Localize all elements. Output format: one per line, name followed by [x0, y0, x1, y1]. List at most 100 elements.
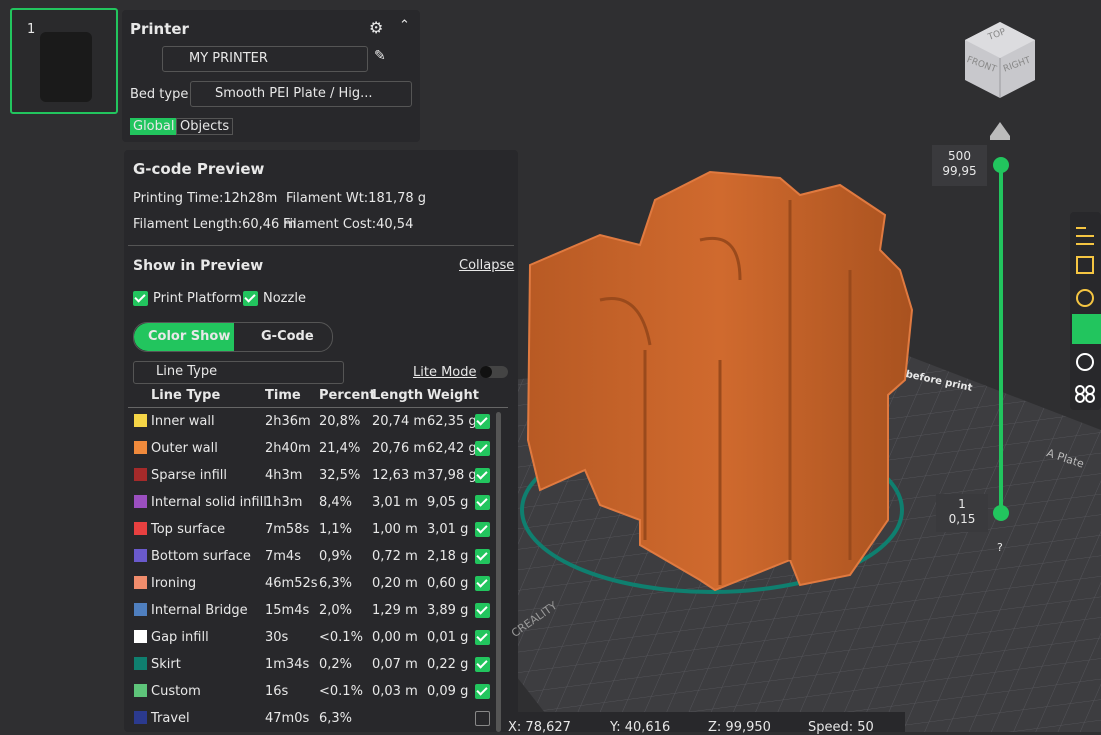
gcode-panel: G-code Preview Printing Time:12h28m Fila…	[124, 150, 518, 732]
checkbox[interactable]	[243, 291, 258, 306]
row-checkbox[interactable]	[475, 522, 490, 537]
row-checkbox[interactable]	[475, 414, 490, 429]
line-type-select[interactable]: Line Type	[133, 361, 344, 384]
gcode-title: G-code Preview	[133, 160, 265, 178]
edit-icon[interactable]: ✎	[374, 48, 386, 64]
row-checkbox[interactable]	[475, 684, 490, 699]
cell-weight: 9,05 g	[427, 495, 469, 510]
cell-weight: 62,42 g	[427, 441, 477, 456]
bottom-height: 0,15	[948, 512, 976, 526]
toolbar-icons[interactable]	[1076, 227, 1094, 307]
slider-bottom-handle[interactable]	[993, 505, 1009, 521]
slider-top-handle[interactable]	[993, 157, 1009, 173]
cell-weight: 0,60 g	[427, 576, 469, 591]
preview-tool-active[interactable]	[1072, 314, 1101, 344]
mode-gcode[interactable]: G-Code	[261, 329, 314, 344]
row-checkbox[interactable]	[475, 603, 490, 618]
right-toolbar	[1070, 212, 1101, 410]
tab-global[interactable]: Global	[130, 118, 178, 135]
row-checkbox[interactable]	[475, 711, 490, 726]
cell-weight: 3,89 g	[427, 603, 469, 618]
table-row: Custom 16s <0.1% 0,03 m 0,09 g	[128, 678, 508, 705]
table-row: Ironing 46m52s 6,3% 0,20 m 0,60 g	[128, 570, 508, 597]
plate-thumbnail[interactable]: 1	[10, 8, 118, 114]
mode-color-show[interactable]: Color Show	[148, 329, 231, 344]
cell-time: 15m4s	[265, 603, 310, 618]
home-button[interactable]	[990, 122, 1010, 140]
row-checkbox[interactable]	[475, 549, 490, 564]
row-checkbox[interactable]	[475, 576, 490, 591]
cell-length: 1,00 m	[372, 522, 418, 537]
color-swatch	[134, 468, 147, 481]
row-checkbox[interactable]	[475, 468, 490, 483]
color-swatch	[134, 630, 147, 643]
bottom-layer-label: 1 0,15	[936, 494, 988, 532]
checkbox-label: Nozzle	[263, 291, 306, 306]
cell-name: Sparse infill	[151, 468, 227, 483]
slider-help[interactable]: ?	[997, 541, 1003, 554]
table-row: Gap infill 30s <0.1% 0,00 m 0,01 g	[128, 624, 508, 651]
cell-percent: 0,9%	[319, 549, 353, 564]
filament-length: Filament Length:60,46 m	[133, 217, 297, 232]
bed-type-select[interactable]: Smooth PEI Plate / Hig...	[190, 81, 412, 107]
color-swatch	[134, 441, 147, 454]
cell-time: 30s	[265, 630, 289, 645]
cell-length: 12,63 m	[372, 468, 427, 483]
status-x: X: 78,627	[508, 720, 571, 735]
row-checkbox[interactable]	[475, 657, 490, 672]
cell-weight: 0,01 g	[427, 630, 469, 645]
cell-name: Ironing	[151, 576, 197, 591]
cell-percent: 0,2%	[319, 657, 353, 672]
cell-name: Travel	[151, 711, 190, 726]
collapse-link[interactable]: Collapse	[459, 258, 515, 273]
toolbar-icons-2[interactable]	[1075, 353, 1095, 403]
status-z: Z: 99,950	[708, 720, 771, 735]
lite-mode-toggle[interactable]	[480, 366, 508, 378]
color-swatch	[134, 711, 147, 724]
printing-time: Printing Time:12h28m	[133, 191, 278, 206]
cell-length: 20,74 m	[372, 414, 427, 429]
cell-time: 1h3m	[265, 495, 303, 510]
table-row: Bottom surface 7m4s 0,9% 0,72 m 2,18 g	[128, 543, 508, 570]
color-swatch	[134, 414, 147, 427]
table-row: Outer wall 2h40m 21,4% 20,76 m 62,42 g	[128, 435, 508, 462]
cell-time: 4h3m	[265, 468, 303, 483]
cell-weight: 3,01 g	[427, 522, 469, 537]
cell-percent: 6,3%	[319, 576, 353, 591]
top-layer: 500	[948, 149, 971, 163]
cell-length: 0,00 m	[372, 630, 418, 645]
table-row: Sparse infill 4h3m 32,5% 12,63 m 37,98 g	[128, 462, 508, 489]
lite-mode-label: Lite Mode	[413, 365, 477, 380]
cell-name: Gap infill	[151, 630, 209, 645]
cell-weight: 0,22 g	[427, 657, 469, 672]
panel-title: Printer	[130, 20, 189, 38]
status-speed: Speed: 50	[808, 720, 874, 735]
bottom-layer: 1	[958, 497, 966, 511]
cell-percent: <0.1%	[319, 630, 363, 645]
cell-name: Outer wall	[151, 441, 218, 456]
cell-length: 1,29 m	[372, 603, 418, 618]
table-row: Internal Bridge 15m4s 2,0% 1,29 m 3,89 g	[128, 597, 508, 624]
bed-type-value: Smooth PEI Plate / Hig...	[215, 86, 373, 101]
tab-objects[interactable]: Objects	[176, 118, 234, 135]
table-header: Line Type Time Percent Length Weight	[128, 388, 508, 415]
cell-percent: 2,0%	[319, 603, 353, 618]
table-row: Top surface 7m58s 1,1% 1,00 m 3,01 g	[128, 516, 508, 543]
row-checkbox[interactable]	[475, 630, 490, 645]
cell-time: 7m4s	[265, 549, 301, 564]
cell-name: Bottom surface	[151, 549, 251, 564]
cell-name: Custom	[151, 684, 201, 699]
checkbox[interactable]	[133, 291, 148, 306]
printer-select[interactable]: MY PRINTER	[162, 46, 368, 72]
scrollbar[interactable]	[496, 412, 501, 732]
settings-icon[interactable]: ⚙	[369, 18, 384, 37]
cell-time: 2h40m	[265, 441, 311, 456]
cell-name: Internal Bridge	[151, 603, 248, 618]
collapse-icon[interactable]: ⌃	[399, 18, 410, 33]
row-checkbox[interactable]	[475, 495, 490, 510]
column-header: Length	[372, 388, 424, 403]
cell-percent: 20,8%	[319, 414, 361, 429]
cell-length: 0,03 m	[372, 684, 418, 699]
row-checkbox[interactable]	[475, 441, 490, 456]
